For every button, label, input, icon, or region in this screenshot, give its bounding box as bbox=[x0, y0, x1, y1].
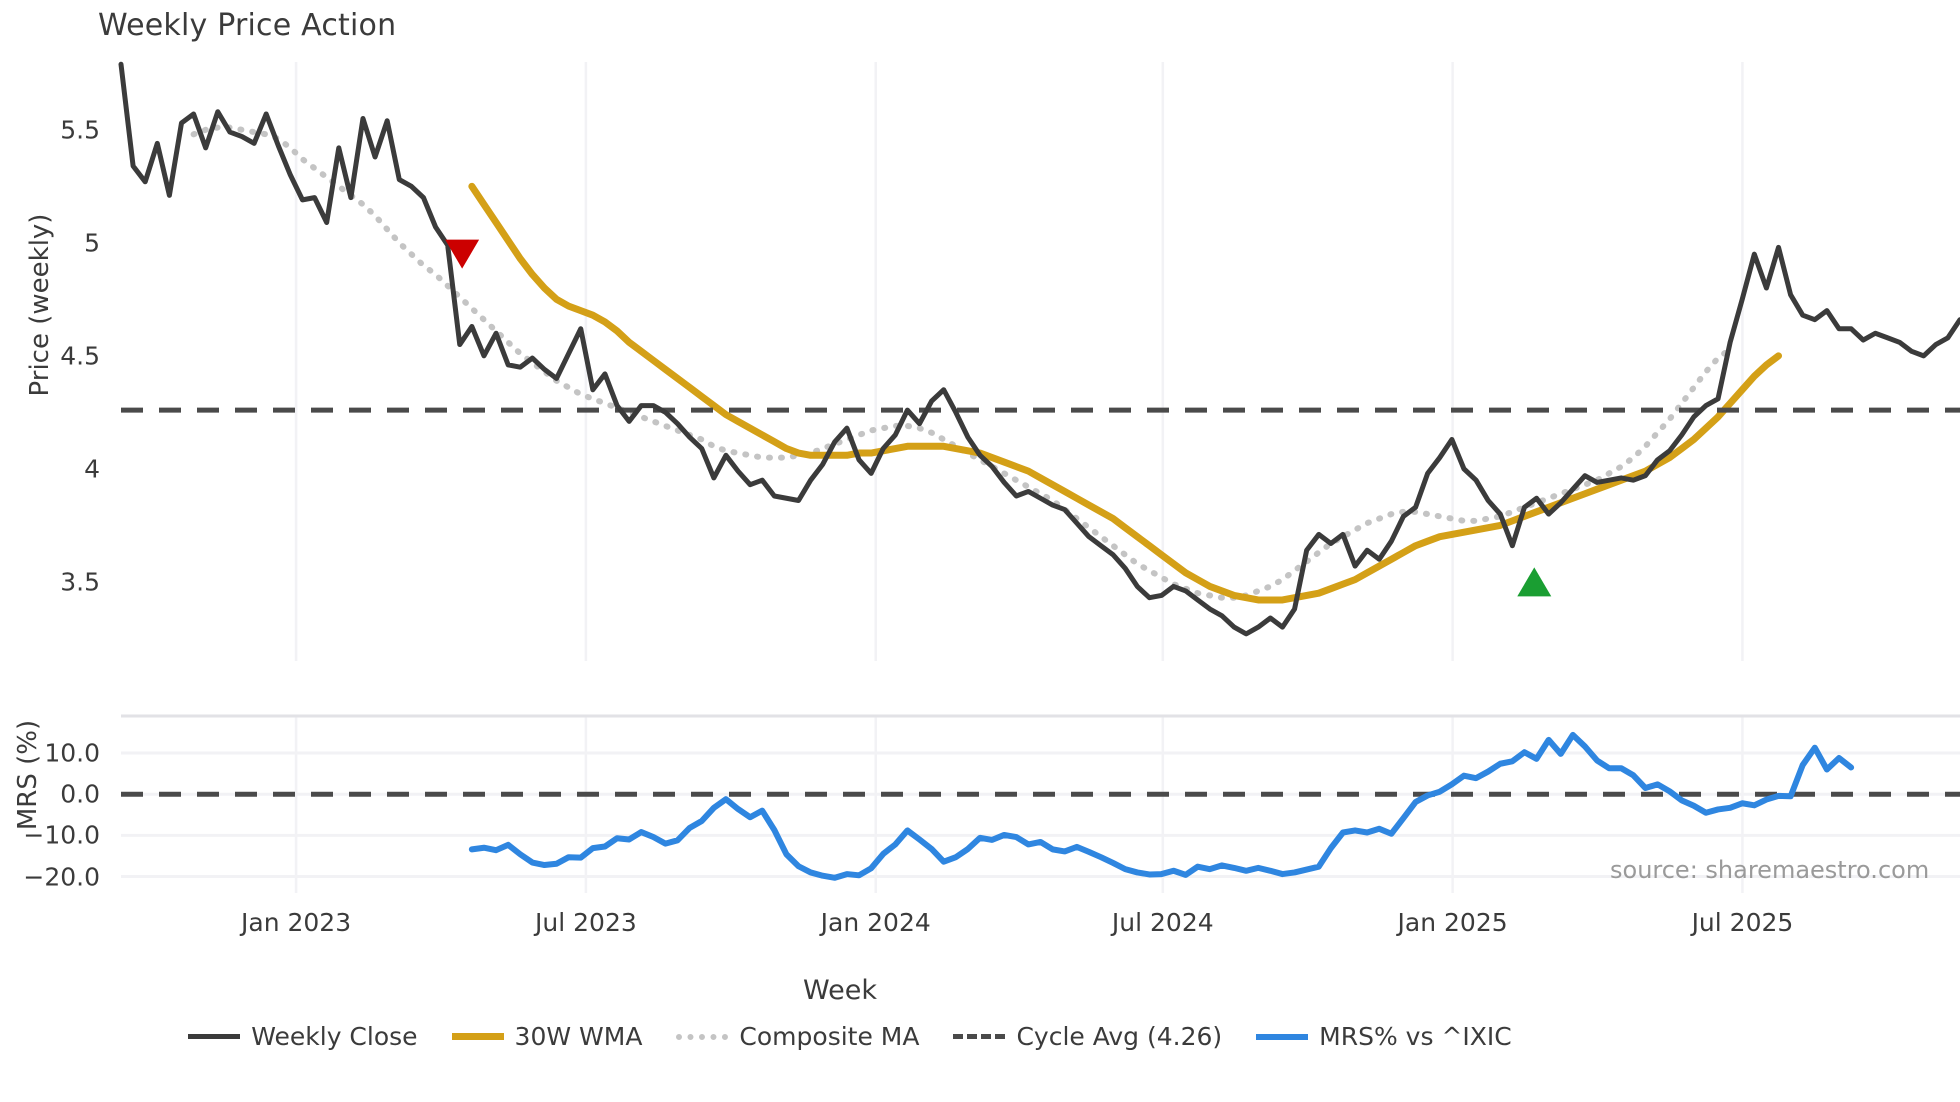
buy-signal-marker bbox=[1517, 567, 1552, 597]
x-tick: Jul 2025 bbox=[1691, 908, 1794, 937]
legend-swatch-solid bbox=[188, 1034, 241, 1039]
legend-item[interactable]: 30W WMA bbox=[451, 1022, 643, 1051]
legend-swatch-solid bbox=[451, 1033, 504, 1040]
chart-legend: Weekly Close 30W WMA Composite MA Cycle Avg… bbox=[0, 1022, 1700, 1051]
legend-item[interactable]: Composite MA bbox=[676, 1022, 919, 1051]
x-tick: Jan 2025 bbox=[1397, 908, 1508, 937]
mrs-y-tick-group: 10.0 0.0 −10.0 −20.0 bbox=[0, 0, 100, 1102]
price-y-tick: 5.5 bbox=[60, 115, 100, 145]
price-y-tick: 4.5 bbox=[60, 341, 100, 371]
mrs-y-tick: 0.0 bbox=[60, 779, 100, 809]
mrs-y-tick: 10.0 bbox=[44, 738, 100, 768]
mrs-line bbox=[468, 731, 1855, 881]
price-y-tick: 5 bbox=[84, 228, 100, 258]
legend-label: Cycle Avg (4.26) bbox=[1016, 1022, 1223, 1051]
legend-item[interactable]: Cycle Avg (4.26) bbox=[953, 1022, 1222, 1051]
legend-label: MRS% vs ^IXIC bbox=[1319, 1022, 1512, 1051]
legend-swatch-solid bbox=[1256, 1033, 1309, 1040]
sell-signal-marker bbox=[445, 239, 480, 269]
price-y-tick: 3.5 bbox=[60, 567, 100, 597]
x-tick: Jul 2023 bbox=[535, 908, 637, 937]
legend-label: 30W WMA bbox=[514, 1022, 643, 1051]
page-title: Weekly Price Action bbox=[98, 8, 397, 43]
legend-swatch-dotted bbox=[676, 1033, 729, 1040]
x-axis-label: Week bbox=[803, 975, 877, 1006]
legend-item[interactable]: Weekly Close bbox=[188, 1022, 418, 1051]
weekly-close-line bbox=[118, 61, 1960, 637]
source-watermark: source: sharemaestro.com bbox=[1610, 856, 1930, 884]
legend-item[interactable]: MRS% vs ^IXIC bbox=[1256, 1022, 1512, 1051]
legend-label: Weekly Close bbox=[251, 1022, 418, 1051]
x-tick: Jul 2024 bbox=[1111, 908, 1214, 937]
legend-swatch-dashed bbox=[953, 1034, 1006, 1039]
mrs-y-tick: −20.0 bbox=[23, 862, 100, 892]
mrs-y-tick: −10.0 bbox=[23, 820, 100, 850]
price-y-tick-group: 5.5 5 4.5 4 3.5 bbox=[0, 0, 100, 1102]
x-tick: Jan 2024 bbox=[820, 908, 931, 937]
x-tick: Jan 2023 bbox=[241, 908, 352, 937]
wma-line bbox=[468, 182, 1783, 604]
legend-label: Composite MA bbox=[739, 1022, 920, 1051]
price-y-tick: 4 bbox=[84, 454, 100, 484]
